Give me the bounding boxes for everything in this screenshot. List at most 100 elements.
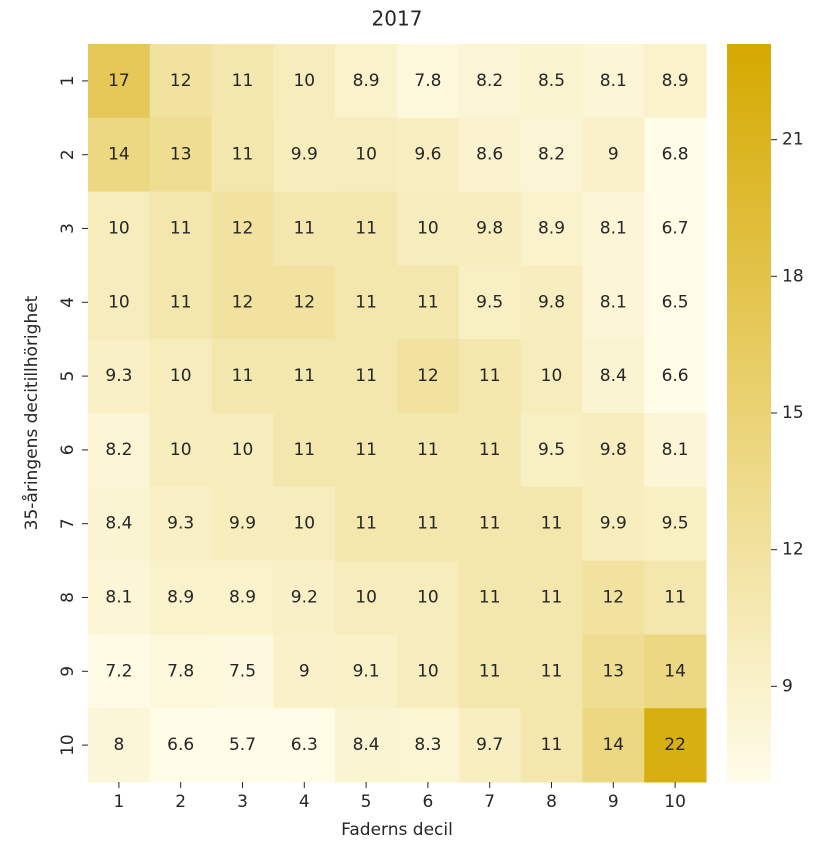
heatmap-cell [397,560,460,635]
y-tick-label: 2 [58,149,78,160]
y-tick-label: 5 [58,371,78,382]
colorbar [727,44,771,782]
cell-label: 8.9 [229,588,256,608]
heatmap-cell [149,191,213,266]
heatmap-cell [273,339,336,414]
heatmap-cell [335,634,398,709]
cell-label: 10 [170,440,192,460]
x-tick-label: 5 [361,792,372,812]
cell-label: 9.8 [600,440,627,460]
cell-label: 9.2 [291,588,318,608]
heatmap-cell [335,44,398,119]
cell-label: 8.4 [353,735,380,755]
x-tick-label: 10 [664,792,686,812]
cell-label: 11 [541,661,563,681]
heatmap-cell [397,265,460,340]
heatmap-cell [211,708,274,783]
heatmap-cell [88,634,151,709]
heatmap-cell [88,117,151,193]
cell-label: 9.5 [662,514,689,534]
heatmap-cell [149,708,213,783]
cell-label: 9.3 [167,514,194,534]
heatmap-cell [273,413,336,488]
cell-label: 8.2 [105,440,132,460]
cell-label: 11 [664,588,686,608]
heatmap-cell [397,708,460,783]
cell-label: 12 [232,292,254,312]
colorbar-tick-label: 21 [782,130,804,150]
heatmap-cell [520,44,583,119]
heatmap-cell [149,117,213,193]
heatmap-cell [273,560,336,635]
heatmap-cell [335,265,398,340]
cell-label: 10 [541,366,563,386]
cell-label: 10 [355,145,377,165]
heatmap-cell [397,339,460,414]
cell-label: 9.6 [414,145,441,165]
heatmap-cell [149,339,213,414]
heatmap-cell [582,634,645,709]
heatmap-cell [582,117,645,193]
heatmap-cell [520,117,583,193]
colorbar-tick-label: 12 [782,540,804,560]
heatmap-cell [273,265,336,340]
x-tick-label: 9 [608,792,619,812]
heatmap-cell [582,265,645,340]
cell-label: 14 [602,735,624,755]
cell-label: 9.7 [476,735,503,755]
cell-label: 11 [541,588,563,608]
cell-label: 12 [170,71,192,91]
chart-title: 2017 [372,7,423,31]
heatmap-cell [582,486,645,562]
cell-label: 8.6 [476,145,503,165]
heatmap-cell [88,486,151,562]
colorbar-tick-label: 18 [782,266,804,286]
cell-label: 8.9 [538,219,565,239]
cell-label: 10 [417,588,439,608]
cell-label: 10 [417,219,439,239]
cell-label: 9 [299,661,310,681]
y-tick-label: 9 [58,666,78,677]
heatmap-cell [211,560,274,635]
cell-label: 11 [479,366,501,386]
heatmap-cell [397,44,460,119]
cell-label: 10 [232,440,254,460]
cell-label: 8.4 [600,366,627,386]
heatmap-cell [582,191,645,266]
cell-label: 11 [355,514,377,534]
cell-label: 10 [108,219,130,239]
heatmap-cell [149,44,213,119]
cell-label: 13 [602,661,624,681]
cell-label: 6.7 [662,219,689,239]
heatmap-cell [211,191,274,266]
heatmap-cell [273,44,336,119]
heatmap-cell [520,191,583,266]
heatmap-cell [458,413,522,488]
x-tick-label: 1 [113,792,124,812]
heatmap-cell [211,486,274,562]
cell-label: 9.8 [476,219,503,239]
heatmap-cell [211,117,274,193]
cell-label: 9.3 [105,366,132,386]
cell-label: 11 [232,145,254,165]
heatmap-cell [273,486,336,562]
cell-label: 7.8 [167,661,194,681]
cell-label: 8.4 [105,514,132,534]
cell-label: 8.5 [538,71,565,91]
cell-label: 11 [417,292,439,312]
heatmap-cell [458,560,522,635]
cell-label: 12 [293,292,315,312]
heatmap-cell [335,413,398,488]
heatmap-cell [211,413,274,488]
heatmap-cell [644,44,707,119]
heatmap-cell [335,708,398,783]
heatmap-cell [211,339,274,414]
cell-label: 11 [293,219,315,239]
y-tick-label: 7 [58,518,78,529]
cell-label: 6.6 [662,366,689,386]
heatmap-cell [520,413,583,488]
cell-label: 7.2 [105,661,132,681]
cell-label: 11 [479,661,501,681]
heatmap-cell [149,265,213,340]
